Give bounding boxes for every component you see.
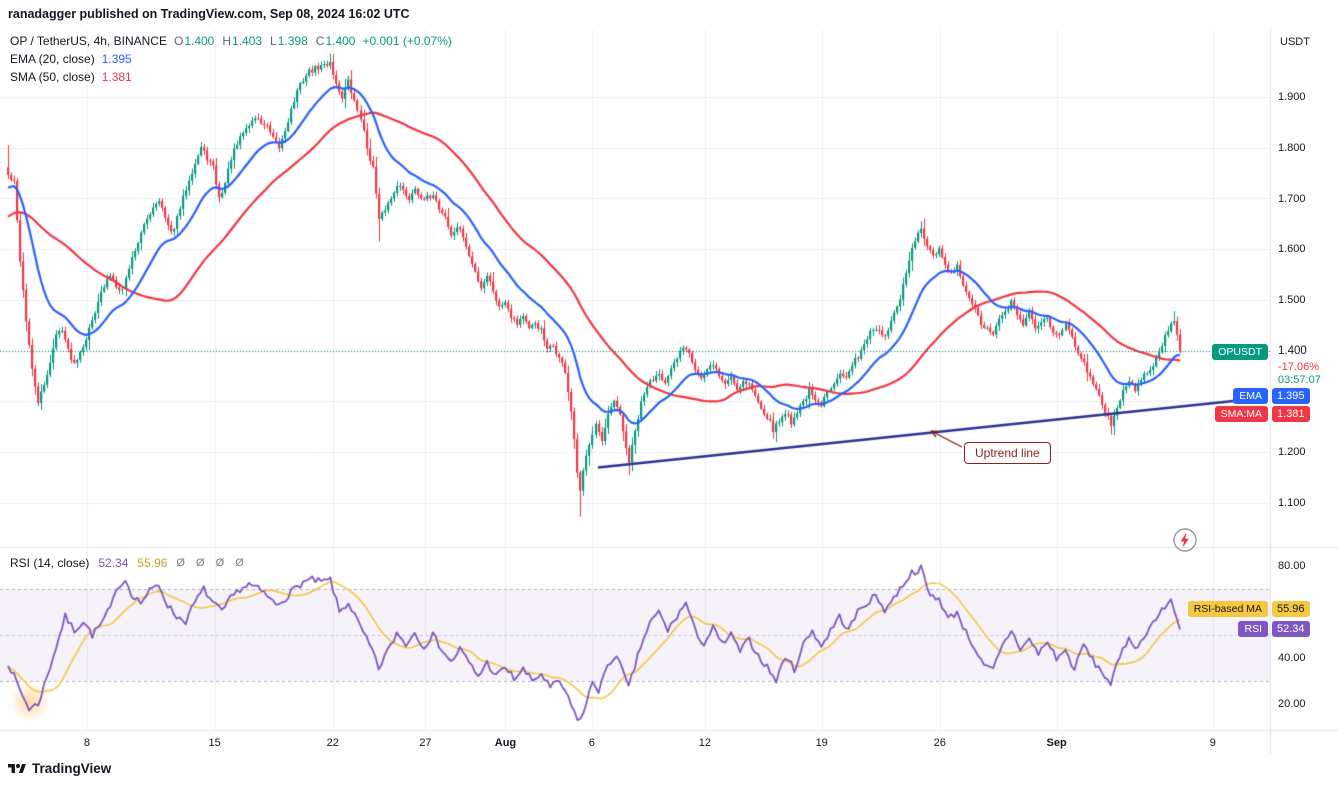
rsi-axis-tag: RSI (1238, 621, 1268, 637)
axis-currency-label: USDT (1280, 36, 1310, 48)
time-tick-label: 6 (588, 737, 595, 749)
rsi-tick-label: 20.00 (1278, 698, 1306, 710)
rsi-hidden-inputs: Ø Ø Ø Ø (176, 557, 248, 569)
ohlc-c: C 1.400 (315, 34, 356, 48)
ema-axis-value: 1.395 (1272, 388, 1310, 404)
tradingview-brand-link[interactable]: TradingView (32, 761, 112, 776)
main-legend: OP / TetherUS, 4h, BINANCE O 1.400 H 1.403 L… (10, 32, 452, 86)
price-tick-label: 1.500 (1278, 294, 1306, 306)
price-tick-label: 1.100 (1278, 497, 1306, 509)
symbol-axis-change: -17.06% (1278, 361, 1319, 373)
price-tick-label: 1.200 (1278, 446, 1306, 459)
rsi-ma-axis-value: 55.96 (1272, 601, 1310, 617)
rsi-ma-axis-tag: RSI-based MA (1187, 601, 1268, 617)
time-tick-label: 27 (419, 737, 432, 749)
ohlc-l: L 1.398 (270, 34, 308, 48)
price-tick-label: 1.600 (1278, 243, 1306, 256)
bar-countdown: 03:57:07 (1278, 374, 1321, 386)
price-tick-label: 1.800 (1278, 141, 1306, 154)
rsi-title: RSI (14, close) (10, 556, 90, 570)
symbol-legend-row[interactable]: OP / TetherUS, 4h, BINANCE O 1.400 H 1.403 L… (10, 32, 452, 50)
rsi-axis-value: 52.34 (1272, 621, 1310, 637)
sma-axis-value: 1.381 (1272, 406, 1310, 422)
ohlc-o: O 1.400 (173, 34, 215, 48)
time-tick-label: 12 (698, 737, 711, 749)
ema-axis-tag: EMA (1233, 388, 1268, 404)
rsi-ma-value: 55.96 (137, 556, 168, 570)
ohlc-values: O 1.400 H 1.403 L 1.398 C 1.400 (174, 34, 356, 48)
sma-legend-row[interactable]: SMA (50, close) 1.381 (10, 68, 452, 86)
time-tick-label: 22 (326, 737, 339, 749)
ohlc-h: H 1.403 (222, 34, 263, 48)
ema-legend-row[interactable]: EMA (20, close) 1.395 (10, 50, 452, 68)
footer-bar: TradingView (8, 761, 111, 776)
sma-value: 1.381 (101, 70, 132, 84)
time-tick-label: Sep (1046, 737, 1067, 749)
flash-refresh-button[interactable] (1172, 527, 1198, 553)
symbol-title: OP / TetherUS, 4h, BINANCE (10, 34, 167, 48)
tradingview-logo-icon[interactable] (8, 762, 26, 776)
time-tick-label: 9 (1209, 737, 1216, 749)
price-tick-label: 1.900 (1278, 91, 1306, 103)
rsi-tick-label: 40.00 (1278, 652, 1306, 664)
symbol-axis-tag: OPUSDT (1212, 344, 1268, 360)
sma-axis-tag: SMA:MA (1214, 406, 1268, 422)
rsi-tick-label: 80.00 (1278, 560, 1306, 572)
price-tick-label: 1.700 (1278, 192, 1306, 205)
sma-label: SMA (50, close) (10, 70, 95, 84)
lightning-icon (1173, 528, 1197, 552)
publisher-bar: ranadagger published on TradingView.com,… (8, 7, 410, 21)
ema-value: 1.395 (101, 52, 132, 66)
time-tick-label: Aug (494, 737, 517, 749)
symbol-axis-price: 1.400 (1278, 345, 1307, 357)
time-tick-label: 26 (933, 737, 946, 749)
time-tick-label: 15 (208, 737, 221, 749)
rsi-legend-row[interactable]: RSI (14, close) 52.34 55.96 Ø Ø Ø Ø (10, 556, 248, 570)
price-change: +0.001 (+0.07%) (362, 34, 452, 48)
uptrend-line-callout[interactable]: Uptrend line (964, 442, 1051, 464)
ema-label: EMA (20, close) (10, 52, 95, 66)
time-tick-label: 19 (815, 737, 828, 749)
time-tick-label: 8 (83, 737, 91, 749)
rsi-value: 52.34 (98, 556, 129, 570)
